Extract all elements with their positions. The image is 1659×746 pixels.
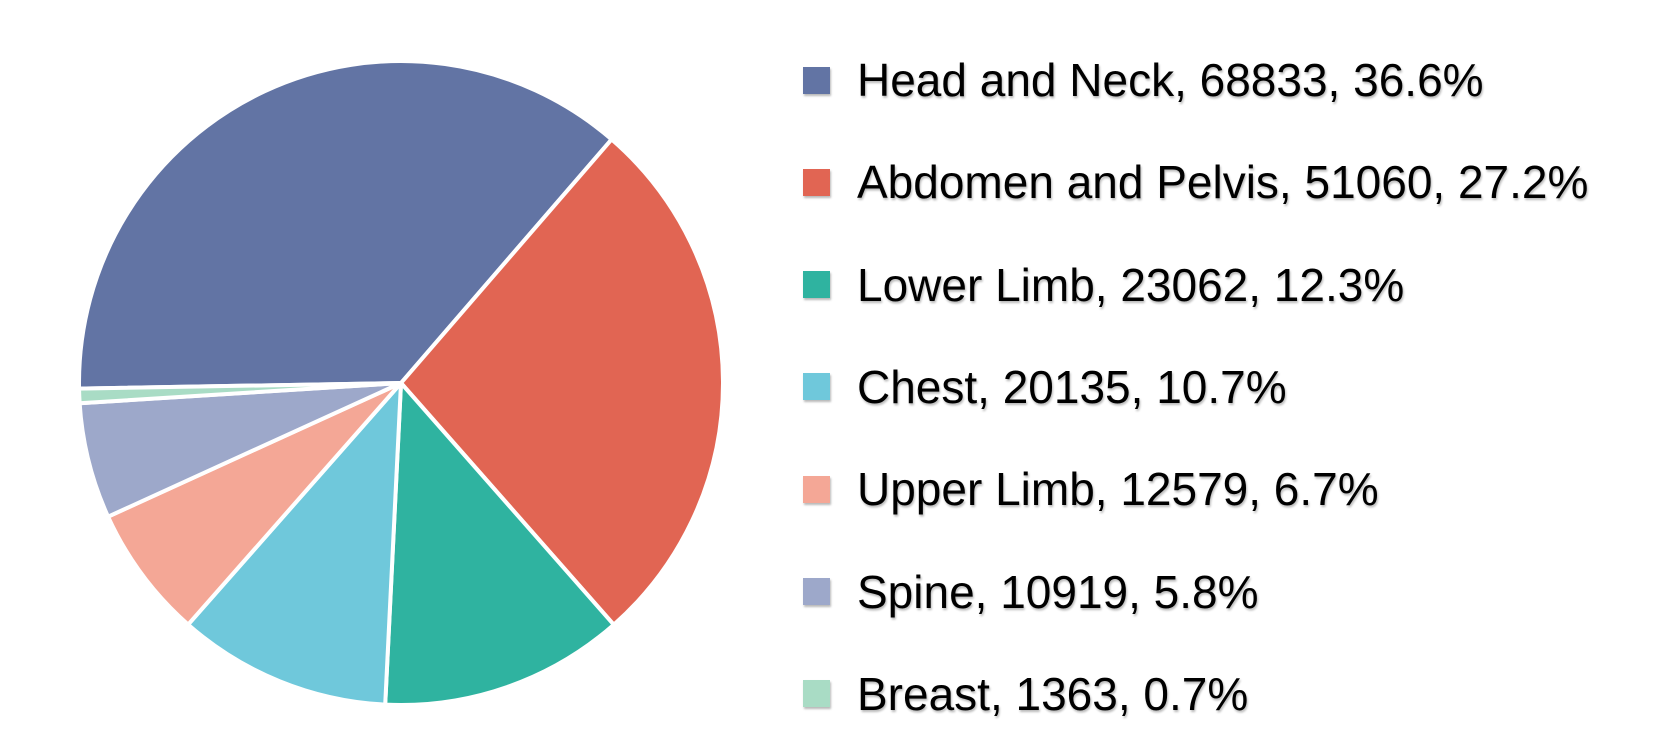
pie-slice: [77, 59, 614, 391]
legend-item-label: Abdomen and Pelvis, 51060, 27.2%: [857, 156, 1589, 209]
pie-svg: [77, 59, 725, 707]
legend-item: Head and Neck, 68833, 36.6%: [803, 49, 1484, 111]
legend-item: Abdomen and Pelvis, 51060, 27.2%: [803, 151, 1588, 213]
pie-slice: [77, 381, 403, 406]
pie: [75, 57, 727, 709]
pie-slice: [106, 381, 403, 627]
pie-slice: [399, 137, 725, 627]
legend-item-label: Breast, 1363, 0.7%: [857, 667, 1249, 720]
legend-item-label: Chest, 20135, 10.7%: [857, 360, 1287, 413]
legend-item: Chest, 20135, 10.7%: [803, 356, 1287, 418]
legend-item: Breast, 1363, 0.7%: [803, 663, 1248, 725]
pie-slice: [383, 381, 616, 707]
legend-color-swatch: [803, 271, 830, 299]
legend-item: Upper Limb, 12579, 6.7%: [803, 458, 1379, 520]
legend-item: Lower Limb, 23062, 12.3%: [803, 254, 1404, 316]
pie-slice: [186, 381, 403, 707]
legend-item: Spine, 10919, 5.8%: [803, 561, 1259, 623]
legend-color-swatch: [803, 680, 830, 708]
legend-color-swatch: [803, 373, 830, 401]
chart-legend: Head and Neck, 68833, 36.6% Abdomen and …: [803, 0, 1659, 746]
legend-color-swatch: [803, 66, 830, 94]
legend-color-swatch: [803, 475, 830, 503]
legend-color-swatch: [803, 168, 830, 196]
legend-item-label: Spine, 10919, 5.8%: [857, 565, 1259, 618]
legend-item-label: Head and Neck, 68833, 36.6%: [857, 54, 1484, 106]
legend-item-label: Lower Limb, 23062, 12.3%: [857, 258, 1405, 311]
legend-color-swatch: [803, 578, 830, 606]
legend-item-label: Upper Limb, 12579, 6.7%: [857, 463, 1379, 516]
